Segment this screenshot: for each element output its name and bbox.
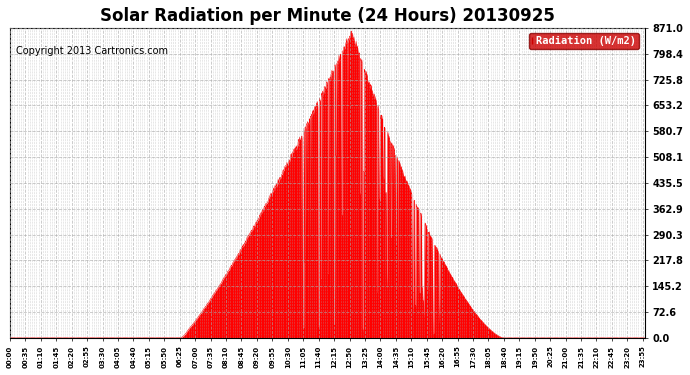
Legend: Radiation (W/m2): Radiation (W/m2) <box>529 33 640 50</box>
Title: Solar Radiation per Minute (24 Hours) 20130925: Solar Radiation per Minute (24 Hours) 20… <box>100 7 555 25</box>
Text: Copyright 2013 Cartronics.com: Copyright 2013 Cartronics.com <box>17 46 168 57</box>
